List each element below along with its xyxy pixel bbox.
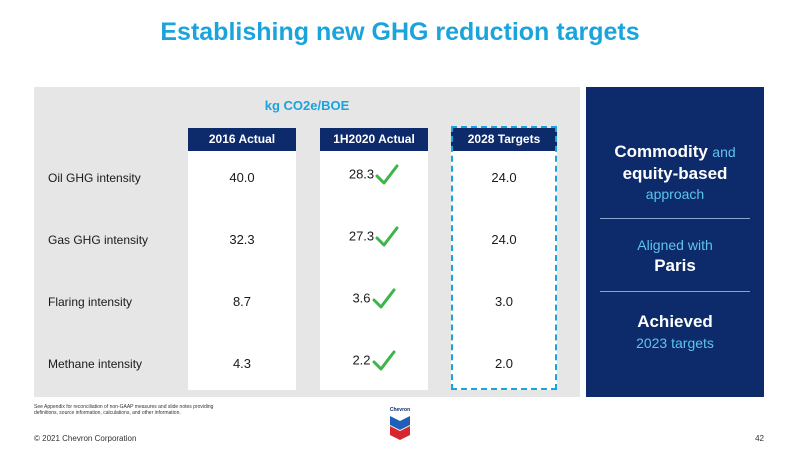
sidebar-block-approach: Commodity and equity-based approach	[586, 142, 764, 202]
check-icon	[375, 226, 399, 247]
cell-methane-2016: 4.3	[232, 356, 252, 371]
sidebar-approach: approach	[645, 186, 705, 202]
sidebar-divider	[600, 218, 750, 219]
sidebar-and: and	[712, 144, 736, 160]
cell-oil-2028: 24.0	[491, 170, 517, 185]
column-2028-background	[451, 151, 557, 390]
column-header-2016: 2016 Actual	[188, 128, 296, 151]
row-label-flaring: Flaring intensity	[48, 295, 133, 309]
cell-flaring-2028: 3.0	[494, 294, 514, 309]
cell-gas-1h2020: 27.3	[320, 225, 428, 249]
sidebar-equity-based: equity-based	[622, 164, 728, 183]
copyright: © 2021 Chevron Corporation	[34, 434, 137, 443]
value-flaring-1h2020: 3.6	[352, 290, 371, 306]
column-2016-background	[188, 151, 296, 390]
row-label-oil: Oil GHG intensity	[48, 171, 141, 185]
unit-label: kg CO2e/BOE	[264, 98, 350, 113]
cell-flaring-2016: 8.7	[232, 294, 252, 309]
column-1h2020-background	[320, 151, 428, 390]
value-gas-1h2020: 27.3	[348, 228, 375, 244]
cell-gas-2028: 24.0	[491, 232, 517, 247]
sidebar-divider	[600, 291, 750, 292]
cell-flaring-1h2020: 3.6	[320, 287, 428, 311]
row-label-methane: Methane intensity	[48, 357, 143, 371]
column-header-1h2020: 1H2020 Actual	[320, 128, 428, 151]
page-number: 42	[755, 434, 764, 443]
column-header-2028: 2028 Targets	[451, 128, 557, 151]
sidebar-block-achieved: Achieved 2023 targets	[586, 312, 764, 351]
targets-highlight-box	[451, 126, 557, 390]
cell-methane-2028: 2.0	[494, 356, 514, 371]
cell-methane-1h2020: 2.2	[320, 349, 428, 373]
cell-gas-2016: 32.3	[229, 232, 255, 247]
footnote: See Appendix for reconciliation of non-G…	[34, 404, 214, 416]
check-icon	[375, 164, 399, 185]
sidebar-2023-targets: 2023 targets	[636, 335, 714, 351]
cell-oil-2016: 40.0	[229, 170, 255, 185]
row-label-gas: Gas GHG intensity	[48, 233, 149, 247]
value-methane-1h2020: 2.2	[352, 352, 371, 368]
chevron-logo-icon	[390, 416, 410, 440]
sidebar-block-paris: Aligned with Paris	[586, 237, 764, 276]
cell-oil-1h2020: 28.3	[320, 163, 428, 187]
sidebar-paris: Paris	[654, 256, 696, 275]
value-oil-1h2020: 28.3	[348, 166, 375, 182]
check-icon	[372, 350, 396, 371]
slide-title: Establishing new GHG reduction targets	[160, 18, 640, 46]
sidebar-panel: Commodity and equity-based approach Alig…	[586, 87, 764, 397]
sidebar-achieved: Achieved	[637, 312, 713, 331]
check-icon	[372, 288, 396, 309]
logo-text: Chevron	[389, 407, 411, 413]
sidebar-aligned-with: Aligned with	[637, 237, 713, 253]
sidebar-commodity: Commodity	[614, 142, 708, 161]
